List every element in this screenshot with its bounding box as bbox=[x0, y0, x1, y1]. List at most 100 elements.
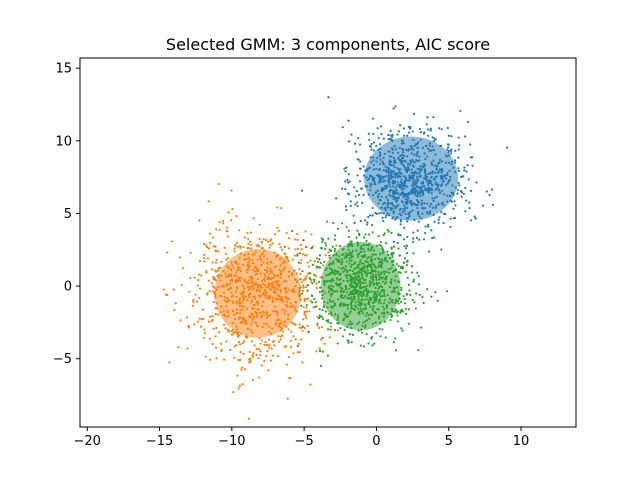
scatter-point bbox=[222, 219, 225, 223]
scatter-point bbox=[367, 342, 370, 345]
scatter-point bbox=[429, 129, 432, 132]
scatter-point bbox=[456, 188, 459, 192]
scatter-point bbox=[468, 207, 471, 210]
scatter-point bbox=[359, 219, 362, 223]
scatter-point bbox=[258, 237, 261, 241]
scatter-point bbox=[236, 333, 239, 336]
scatter-point bbox=[463, 169, 466, 172]
scatter-point bbox=[440, 248, 443, 251]
scatter-point bbox=[214, 269, 217, 272]
scatter-point bbox=[370, 142, 373, 146]
scatter-point bbox=[268, 246, 271, 249]
scatter-point bbox=[358, 193, 361, 197]
scatter-point bbox=[212, 245, 215, 248]
scatter-point bbox=[447, 149, 450, 153]
scatter-point bbox=[297, 342, 300, 345]
scatter-point bbox=[235, 241, 238, 245]
scatter-point bbox=[234, 244, 237, 247]
scatter-point bbox=[319, 261, 322, 265]
scatter-point bbox=[272, 339, 275, 342]
scatter-point bbox=[354, 195, 357, 198]
scatter-point bbox=[463, 166, 466, 169]
scatter-point bbox=[281, 330, 285, 333]
scatter-point bbox=[427, 223, 430, 226]
scatter-point bbox=[279, 335, 282, 338]
scatter-point bbox=[222, 323, 226, 326]
scatter-point bbox=[411, 298, 414, 301]
scatter-point bbox=[258, 376, 261, 379]
scatter-point bbox=[218, 331, 221, 334]
x-tick-label: 10 bbox=[513, 434, 530, 449]
scatter-point bbox=[350, 133, 353, 136]
scatter-point bbox=[271, 242, 274, 245]
scatter-point bbox=[205, 271, 208, 274]
scatter-point bbox=[203, 253, 206, 256]
scatter-point bbox=[327, 321, 330, 324]
y-tick-label: −5 bbox=[53, 352, 72, 367]
scatter-point bbox=[321, 240, 324, 243]
scatter-point bbox=[329, 321, 332, 325]
scatter-point bbox=[210, 282, 213, 285]
scatter-point bbox=[215, 258, 218, 261]
scatter-point bbox=[347, 173, 350, 176]
scatter-point bbox=[438, 127, 441, 130]
scatter-point bbox=[410, 265, 413, 268]
scatter-point bbox=[426, 116, 429, 119]
scatter-point bbox=[446, 126, 449, 130]
scatter-point bbox=[210, 268, 213, 271]
scatter-point bbox=[302, 286, 305, 289]
scatter-point bbox=[180, 283, 183, 287]
scatter-point bbox=[387, 138, 390, 141]
scatter-point bbox=[207, 247, 211, 250]
scatter-point bbox=[321, 309, 324, 312]
scatter-point bbox=[321, 336, 324, 340]
scatter-point bbox=[258, 337, 261, 340]
scatter-point bbox=[308, 277, 312, 280]
scatter-point bbox=[302, 279, 305, 282]
scatter-point bbox=[345, 166, 348, 169]
scatter-point bbox=[260, 364, 263, 367]
scatter-point bbox=[214, 346, 218, 349]
scatter-point bbox=[219, 342, 223, 345]
scatter-point bbox=[325, 319, 328, 322]
scatter-point bbox=[380, 133, 383, 136]
scatter-point bbox=[423, 131, 426, 134]
scatter-point bbox=[239, 245, 242, 248]
scatter-point bbox=[334, 247, 337, 250]
scatter-point bbox=[468, 201, 471, 204]
scatter-point bbox=[348, 180, 351, 183]
scatter-point bbox=[274, 233, 277, 236]
scatter-point bbox=[371, 214, 374, 217]
scatter-point bbox=[453, 200, 456, 203]
scatter-point bbox=[318, 254, 322, 257]
scatter-point bbox=[343, 328, 346, 332]
scatter-point bbox=[311, 263, 314, 266]
x-tick-label: −5 bbox=[295, 434, 314, 449]
scatter-point bbox=[336, 342, 339, 345]
axes-frame bbox=[79, 57, 577, 428]
scatter-point bbox=[257, 245, 261, 248]
scatter-point bbox=[212, 286, 216, 289]
scatter-point bbox=[235, 344, 238, 347]
scatter-point bbox=[390, 314, 394, 317]
scatter-point bbox=[453, 217, 457, 220]
scatter-point bbox=[369, 145, 372, 148]
scatter-point bbox=[198, 296, 201, 300]
scatter-point bbox=[482, 204, 485, 207]
scatter-point bbox=[306, 261, 309, 264]
scatter-point bbox=[311, 301, 314, 304]
scatter-point bbox=[268, 344, 271, 347]
scatter-point bbox=[383, 232, 386, 235]
scatter-point bbox=[192, 300, 195, 304]
scatter-point bbox=[217, 182, 220, 186]
scatter-point bbox=[317, 316, 321, 320]
scatter-point bbox=[260, 339, 264, 342]
scatter-point bbox=[403, 244, 406, 248]
scatter-point bbox=[247, 242, 250, 245]
scatter-point bbox=[488, 193, 491, 197]
scatter-point bbox=[317, 265, 320, 269]
scatter-point bbox=[409, 293, 412, 296]
scatter-point bbox=[335, 244, 338, 247]
scatter-point bbox=[412, 237, 415, 240]
scatter-point bbox=[168, 361, 171, 364]
